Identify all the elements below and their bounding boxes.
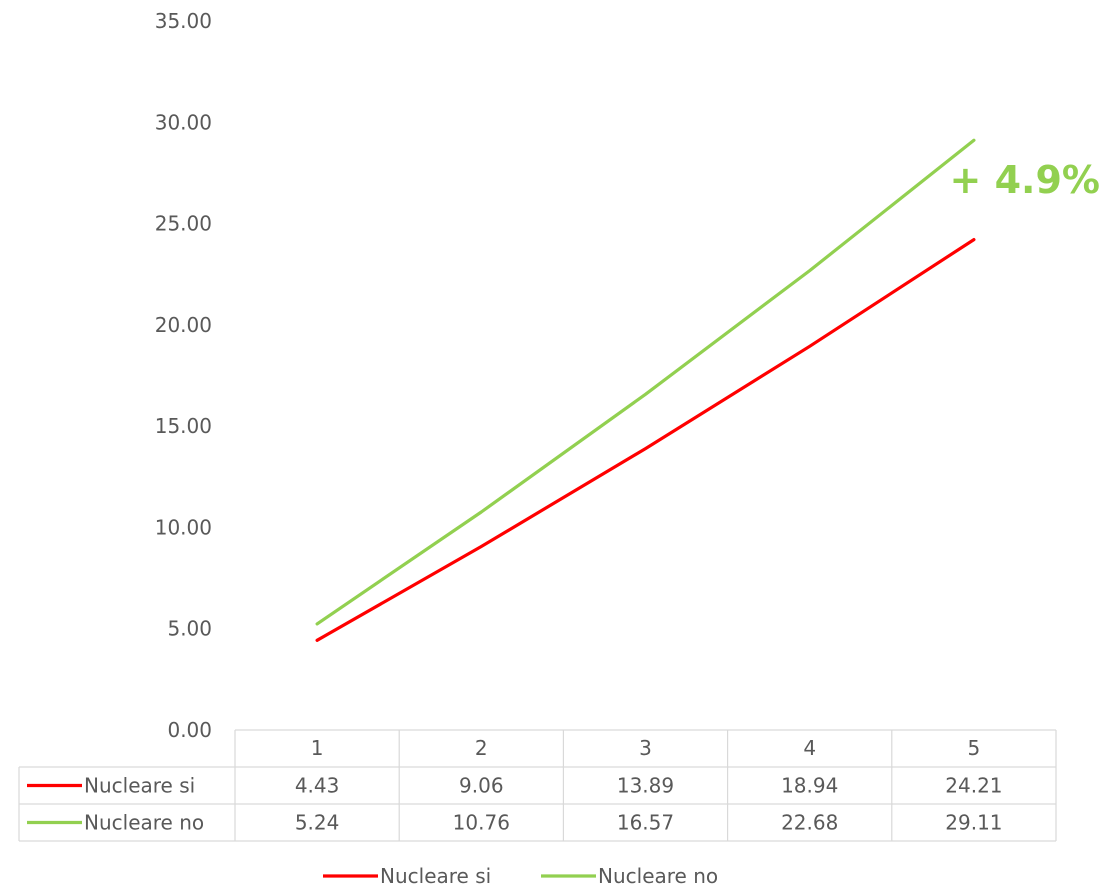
y-tick-label: 35.00 [155,9,212,33]
data-label: 18.94 [781,774,838,798]
y-tick-label: 5.00 [167,617,212,641]
data-label: 10.76 [453,811,510,835]
series-line-2 [315,138,976,626]
y-tick-label: 30.00 [155,110,212,134]
legend-label: Nucleare no [598,864,718,888]
data-label: 16.57 [617,811,674,835]
data-label: 22.68 [781,811,838,835]
series-line-1 [315,238,976,642]
data-label: 29.11 [945,811,1002,835]
growth-annotation: + 4.9% [950,158,1100,202]
y-tick-label: 15.00 [155,414,212,438]
y-tick-label: 10.00 [155,515,212,539]
data-label: 9.06 [459,774,504,798]
y-tick-label: 0.00 [167,718,212,742]
data-label: 24.21 [945,774,1002,798]
data-label: 4.43 [295,774,340,798]
legend-label: Nucleare si [380,864,491,888]
y-tick-label: 20.00 [155,313,212,337]
annotation-group: + 4.9% [950,158,1100,202]
data-label: 5.24 [295,811,340,835]
x-tick-label: 2 [475,736,488,760]
x-tick-label: 5 [968,736,981,760]
legend: Nucleare si Nucleare no [323,864,718,888]
plot-area [315,138,976,642]
y-tick-label: 25.00 [155,212,212,236]
data-label: 13.89 [617,774,674,798]
x-tick-label: 1 [311,736,324,760]
table-series-label: Nucleare si [84,774,195,798]
table-series-label: Nucleare no [84,811,204,835]
y-axis: 0.00 5.00 10.00 15.00 20.00 25.00 30.00 35.00 [155,9,212,742]
x-tick-label: 3 [639,736,652,760]
x-tick-label: 4 [803,736,816,760]
data-table: 1 2 3 4 5 Nucleare si 4.43 9.06 13.89 18.94 24.21 N… [18,729,1057,842]
